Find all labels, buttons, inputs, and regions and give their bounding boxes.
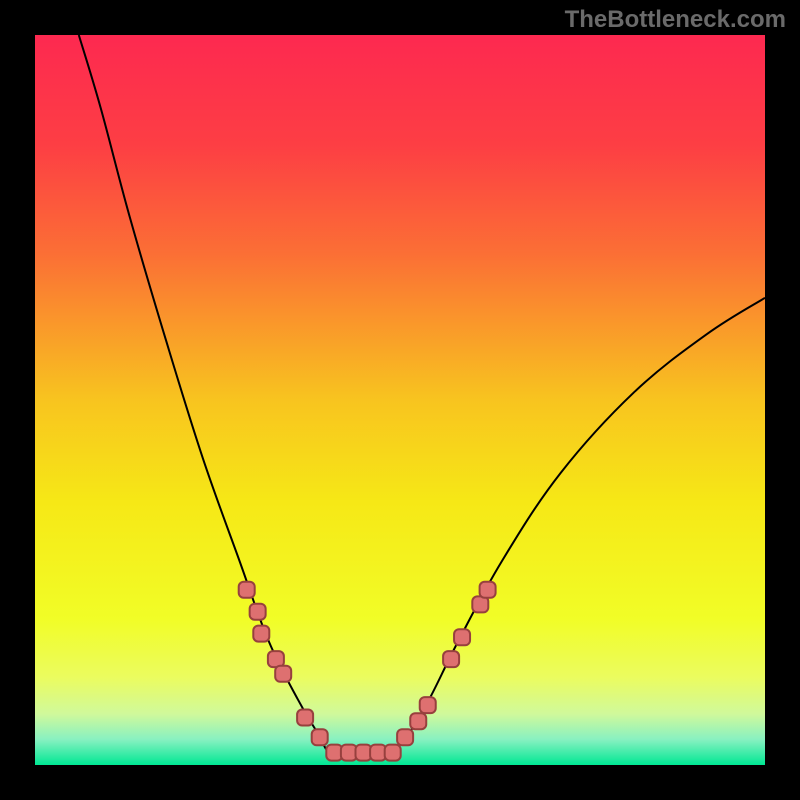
plot-area bbox=[35, 35, 765, 765]
watermark-text: TheBottleneck.com bbox=[565, 6, 786, 34]
marker-point bbox=[385, 745, 401, 761]
marker-point bbox=[480, 582, 496, 598]
marker-point bbox=[239, 582, 255, 598]
stage: TheBottleneck.com bbox=[0, 0, 800, 800]
marker-point bbox=[472, 596, 488, 612]
marker-point bbox=[275, 666, 291, 682]
marker-point bbox=[297, 710, 313, 726]
gradient-background bbox=[35, 35, 765, 765]
marker-point bbox=[410, 713, 426, 729]
marker-point bbox=[420, 697, 436, 713]
marker-point bbox=[397, 729, 413, 745]
marker-point bbox=[312, 729, 328, 745]
marker-point bbox=[250, 604, 266, 620]
marker-point bbox=[253, 626, 269, 642]
chart-svg bbox=[35, 35, 765, 765]
marker-point bbox=[454, 629, 470, 645]
marker-point bbox=[443, 651, 459, 667]
